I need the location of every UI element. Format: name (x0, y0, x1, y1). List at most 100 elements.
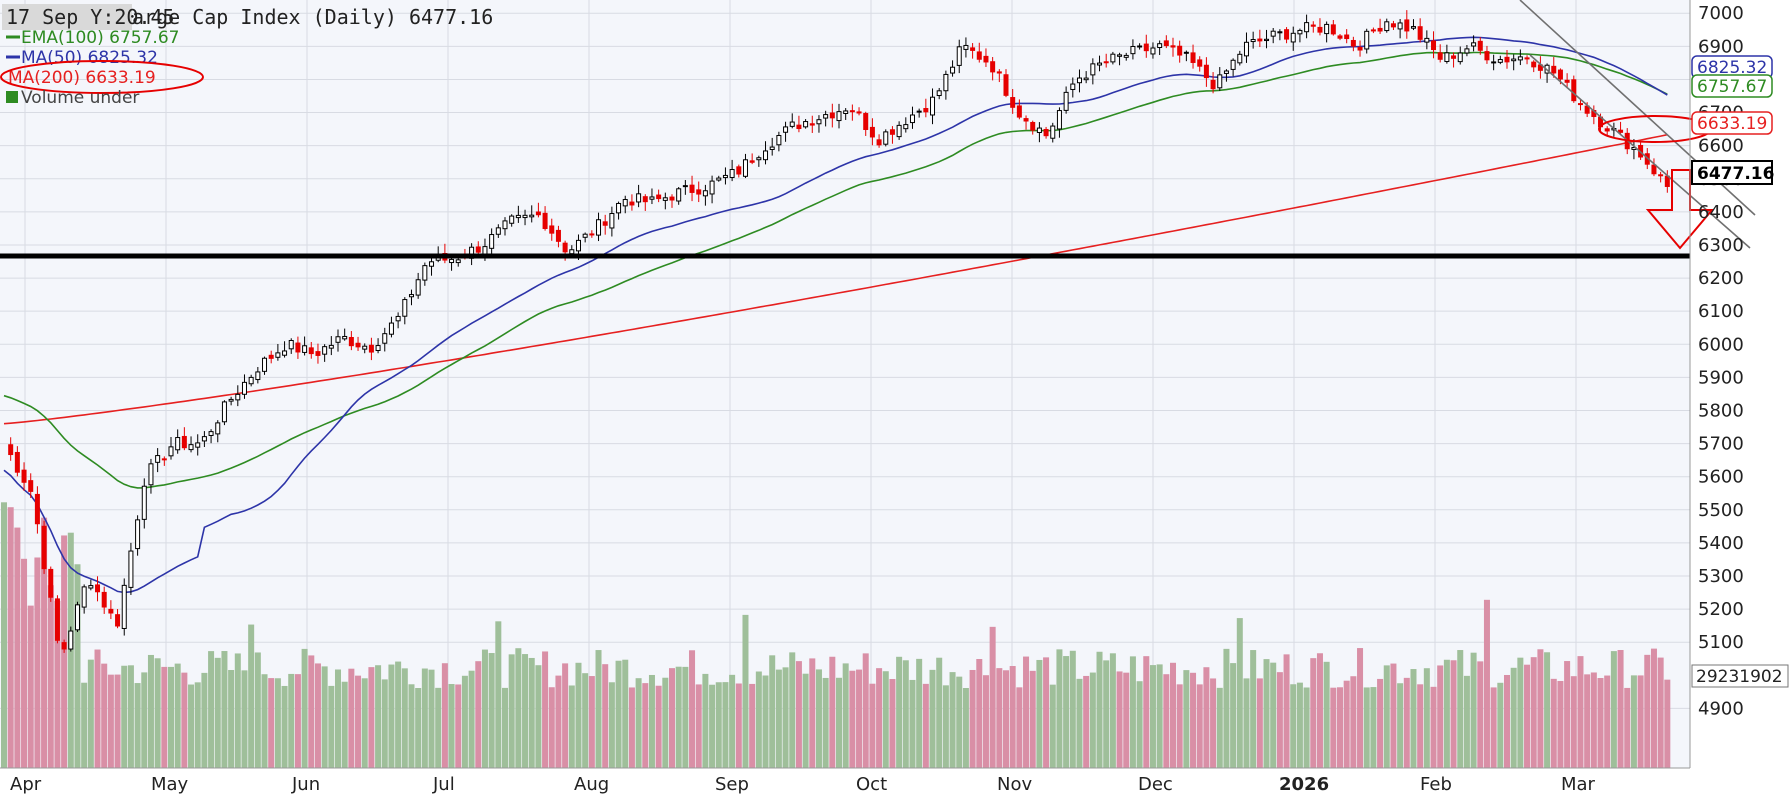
candle-up (783, 126, 789, 133)
candle-up (909, 114, 915, 124)
volume-bar (368, 667, 375, 768)
volume-bar (81, 682, 88, 768)
candle-up (1410, 26, 1416, 29)
volume-bar (1350, 676, 1357, 768)
candle-up (649, 196, 655, 200)
candle-up (582, 233, 588, 238)
candle-down (749, 160, 755, 163)
candle-down (602, 221, 608, 226)
candle-up (395, 315, 401, 322)
volume-bar (829, 656, 836, 768)
candle-down (348, 337, 354, 347)
volume-bar (355, 675, 362, 768)
volume-bar (1089, 672, 1096, 768)
volume-bar (1544, 652, 1551, 768)
candle-up (429, 261, 435, 267)
volume-bar (188, 684, 195, 768)
x-tick-label: 2026 (1279, 774, 1329, 795)
svg-text:29231902: 29231902 (1696, 667, 1783, 687)
candle-down (1203, 64, 1209, 79)
candle-up (302, 345, 308, 353)
candle-down (1197, 59, 1203, 67)
candle-down (889, 129, 895, 135)
candle-down (1437, 52, 1443, 60)
candle-up (1270, 30, 1276, 37)
y-tick-label: 6300 (1698, 235, 1744, 256)
candle-up (636, 193, 642, 203)
volume-bar (21, 558, 28, 768)
volume-bar (715, 682, 722, 768)
volume-bar (381, 679, 388, 768)
volume-bar (1196, 684, 1203, 768)
y-tick-label: 6200 (1698, 268, 1744, 289)
candle-down (809, 123, 815, 126)
volume-bar (595, 650, 602, 768)
volume-bar (1250, 650, 1257, 768)
ma200-tag: 6633.19 (1691, 111, 1773, 135)
volume-bar (415, 687, 422, 768)
candle-up (529, 214, 535, 218)
volume-bar (916, 658, 923, 768)
candle-up (288, 340, 294, 350)
volume-bar (648, 674, 655, 768)
volume-bar (461, 675, 468, 768)
candle-down (21, 469, 27, 483)
volume-bar (288, 673, 295, 768)
candle-up (449, 258, 455, 264)
volume-bar (74, 564, 81, 768)
candle-up (235, 393, 241, 401)
volume-bar (902, 660, 909, 768)
ma200-line (3, 133, 1668, 425)
volume-bar (1490, 687, 1497, 768)
volume-bar (1437, 665, 1444, 768)
candle-up (883, 131, 889, 145)
volume-bar (234, 653, 241, 768)
candle-up (282, 350, 288, 356)
candle-up (228, 398, 234, 402)
candle-up (575, 239, 581, 252)
candle-up (1471, 42, 1477, 47)
volume-bar (662, 677, 669, 768)
volume-bar (1530, 657, 1537, 768)
candle-up (1324, 23, 1330, 35)
candle-down (869, 126, 875, 138)
price-tag: 6477.16 (1691, 160, 1774, 185)
svg-text:6757.67: 6757.67 (1697, 77, 1767, 97)
volume-bar (274, 678, 281, 768)
candle-up (789, 121, 795, 127)
volume-bar (1377, 678, 1384, 768)
volume-bar (1410, 669, 1417, 768)
candle-down (849, 110, 855, 113)
volume-bar (1109, 653, 1116, 768)
candle-up (1277, 31, 1283, 34)
volume-bar (348, 668, 355, 768)
volume-bar (408, 684, 415, 768)
volume-bar (729, 674, 736, 768)
volume-bar (582, 673, 589, 768)
volume-bar (1223, 648, 1230, 768)
volume-bar (869, 683, 876, 768)
candle-up (1063, 91, 1069, 111)
x-tick-label: Sep (715, 774, 749, 795)
volume-bar (1083, 675, 1090, 768)
candle-up (1150, 47, 1156, 55)
x-tick-label: Oct (856, 774, 887, 795)
candle-down (1190, 52, 1196, 63)
candle-down (1524, 57, 1530, 60)
volume-bar (1243, 678, 1250, 768)
y-tick-label: 5200 (1698, 599, 1744, 620)
volume-bar (1343, 680, 1350, 768)
candle-up (836, 111, 842, 122)
candle-down (34, 493, 40, 525)
volume-bar (375, 665, 382, 768)
candle-up (342, 335, 348, 340)
volume-bar (1610, 651, 1617, 768)
volume-bar (1577, 656, 1584, 768)
x-tick-label: Apr (10, 774, 42, 795)
candle-up (716, 177, 722, 181)
candle-down (1658, 174, 1664, 177)
candle-up (408, 294, 414, 298)
volume-bar (495, 621, 502, 768)
candle-down (268, 354, 274, 359)
candle-down (48, 568, 54, 598)
